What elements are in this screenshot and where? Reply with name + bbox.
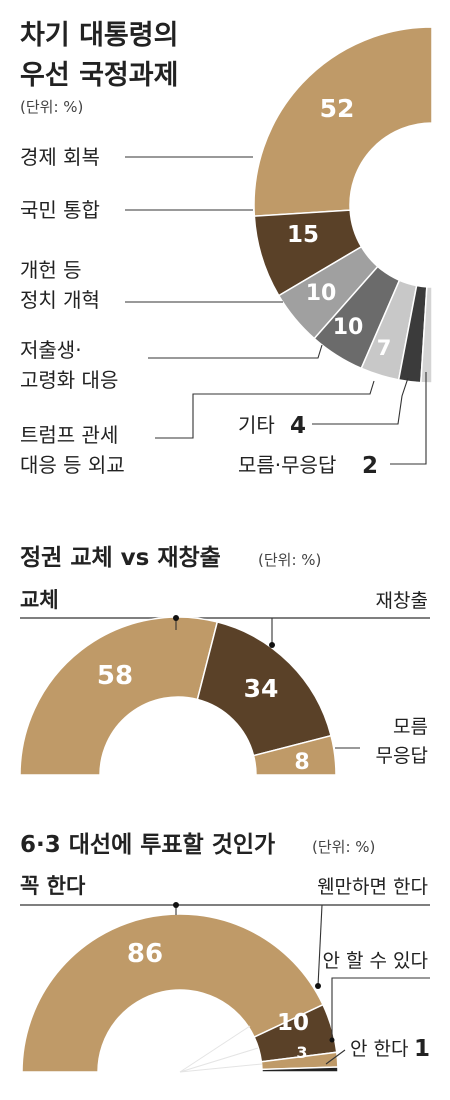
value-unity: 15 — [287, 222, 319, 248]
chart-1-title-line-2: 우선 국정과제 — [20, 60, 178, 91]
chart-1-category-labels: 경제 회복 국민 통합 개헌 등 정치 개혁 저출생· 고령화 대응 트럼프 관… — [20, 145, 336, 477]
c3-dot-probably — [315, 983, 321, 989]
label-etc: 기타 — [238, 413, 275, 437]
chart-2-label-replace: 교체 — [20, 588, 59, 612]
label-dontknow: 모름·무응답 — [238, 453, 336, 477]
c2-arc-dk — [252, 734, 337, 776]
c3-arc-must — [21, 913, 324, 1073]
label-economy: 경제 회복 — [20, 145, 100, 169]
chart-1-value-labels: 52 15 10 10 7 — [287, 94, 391, 360]
label-birth-line-2: 고령화 대응 — [20, 368, 118, 392]
value-trump: 7 — [377, 336, 392, 360]
chart-2-value-labels: 58 34 8 — [97, 661, 310, 775]
value-birth: 10 — [333, 315, 364, 340]
chart-1-unit: (단위: %) — [20, 98, 83, 116]
label-reform-line-1: 개헌 등 — [20, 258, 82, 282]
chart-2-unit: (단위: %) — [258, 551, 321, 569]
c3-leader-probably — [317, 904, 323, 987]
leader-dontknow — [390, 372, 427, 465]
chart-1-priorities: 차기 대통령의 우선 국정과제 (단위: %) 경제 회복 국민 통합 개헌 등… — [20, 20, 433, 479]
c2-dot-recreate — [269, 642, 275, 648]
label-unity: 국민 통합 — [20, 198, 100, 222]
leader-etc — [312, 377, 409, 425]
value-economy: 52 — [320, 94, 355, 123]
chart-3-title: 6·3 대선에 투표할 것인가 — [20, 832, 275, 858]
c2-arc-recreate — [196, 621, 332, 757]
chart-1-leaders — [125, 156, 427, 465]
chart-1-title-line-1: 차기 대통령의 — [20, 20, 178, 51]
c2-arc-replace — [19, 616, 219, 776]
arc-dontknow — [420, 286, 433, 384]
value-etc: 4 — [290, 413, 306, 439]
leader-trump — [155, 380, 375, 439]
c3-arc-not — [261, 1066, 339, 1073]
chart-3-label-must: 꼭 한다 — [20, 874, 86, 898]
value-dontknow: 2 — [362, 453, 378, 479]
value-reform: 10 — [306, 281, 337, 306]
chart-2-label-dk-line-2: 무응답 — [376, 745, 428, 767]
chart-2-arcs — [19, 616, 337, 776]
chart-3-arcs — [21, 913, 339, 1073]
c3-value-not: 1 — [414, 1036, 430, 1062]
label-trump-line-2: 대응 등 외교 — [20, 453, 125, 477]
chart-3-label-not: 안 한다 — [350, 1038, 408, 1060]
chart-2-title: 정권 교체 vs 재창출 — [20, 545, 221, 571]
label-trump-line-1: 트럼프 관세 — [20, 423, 118, 447]
c3-value-probably: 10 — [277, 1010, 309, 1036]
chart-3-guides — [179, 1025, 263, 1073]
chart-1-arcs — [253, 26, 433, 384]
c3-value-must: 86 — [127, 939, 163, 969]
c2-value-recreate: 34 — [244, 674, 279, 703]
c3-dot-must — [173, 902, 179, 908]
c2-value-replace: 58 — [97, 661, 133, 691]
chart-3-value-labels: 86 10 3 — [127, 939, 309, 1062]
c2-dot-replace — [173, 615, 179, 621]
chart-3-label-probably: 웬만하면 한다 — [317, 876, 428, 898]
chart-2-regime-change: 정권 교체 vs 재창출 (단위: %) 교체 재창출 모름 무응답 58 34… — [19, 545, 430, 776]
chart-2-label-recreate: 재창출 — [376, 590, 428, 612]
arc-economy — [253, 26, 433, 217]
label-birth-line-1: 저출생· — [20, 338, 82, 362]
chart-3-unit: (단위: %) — [312, 838, 375, 856]
c3-leader-maybe-not — [331, 977, 430, 1040]
c2-value-dk: 8 — [294, 750, 309, 775]
leader-birth — [148, 344, 323, 359]
chart-3-label-maybe-not: 안 할 수 있다 — [322, 950, 428, 972]
c3-leader-not — [325, 1049, 346, 1065]
chart-3-vote-intention: 6·3 대선에 투표할 것인가 (단위: %) 꼭 한다 웬만하면 한다 안 할… — [20, 832, 430, 1073]
c3-dot-maybe-not — [329, 1037, 335, 1043]
chart-2-label-dk-line-1: 모름 — [393, 716, 428, 738]
c3-value-maybe-not: 3 — [296, 1043, 307, 1062]
label-reform-line-2: 정치 개혁 — [20, 288, 100, 312]
